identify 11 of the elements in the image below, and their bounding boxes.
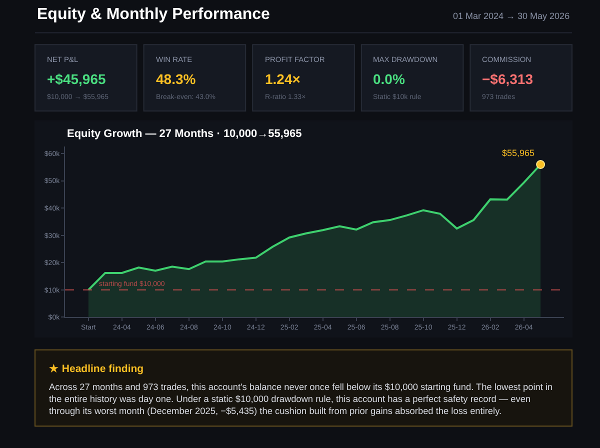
chart-title: Equity Growth — 27 Months · 10,000→55,965	[67, 128, 302, 140]
text: Equity & Monthly Performance	[37, 6, 270, 23]
text: 1.24×	[265, 71, 300, 87]
text: +$45,965	[47, 71, 106, 87]
text: 48.3%	[156, 71, 196, 87]
text: 01 Mar 2024 → 30 May 2026	[453, 11, 570, 21]
text: ★ Headline finding	[49, 363, 144, 375]
data-label: $55,965	[502, 148, 535, 158]
text: −$6,313	[482, 71, 534, 87]
text: 0.0%	[373, 71, 406, 87]
text: Across 27 months and 973 trades, this account's balance never once fell below its $10,000 starting fund. The lowest point in the entire history was day one. Under a static $10,000 drawdown rule, this account has a perfect safety record — even through its worst month (December 2025, −$5,435) the cushion built from prior gains absorbed the loss entirely.	[49, 382, 553, 416]
